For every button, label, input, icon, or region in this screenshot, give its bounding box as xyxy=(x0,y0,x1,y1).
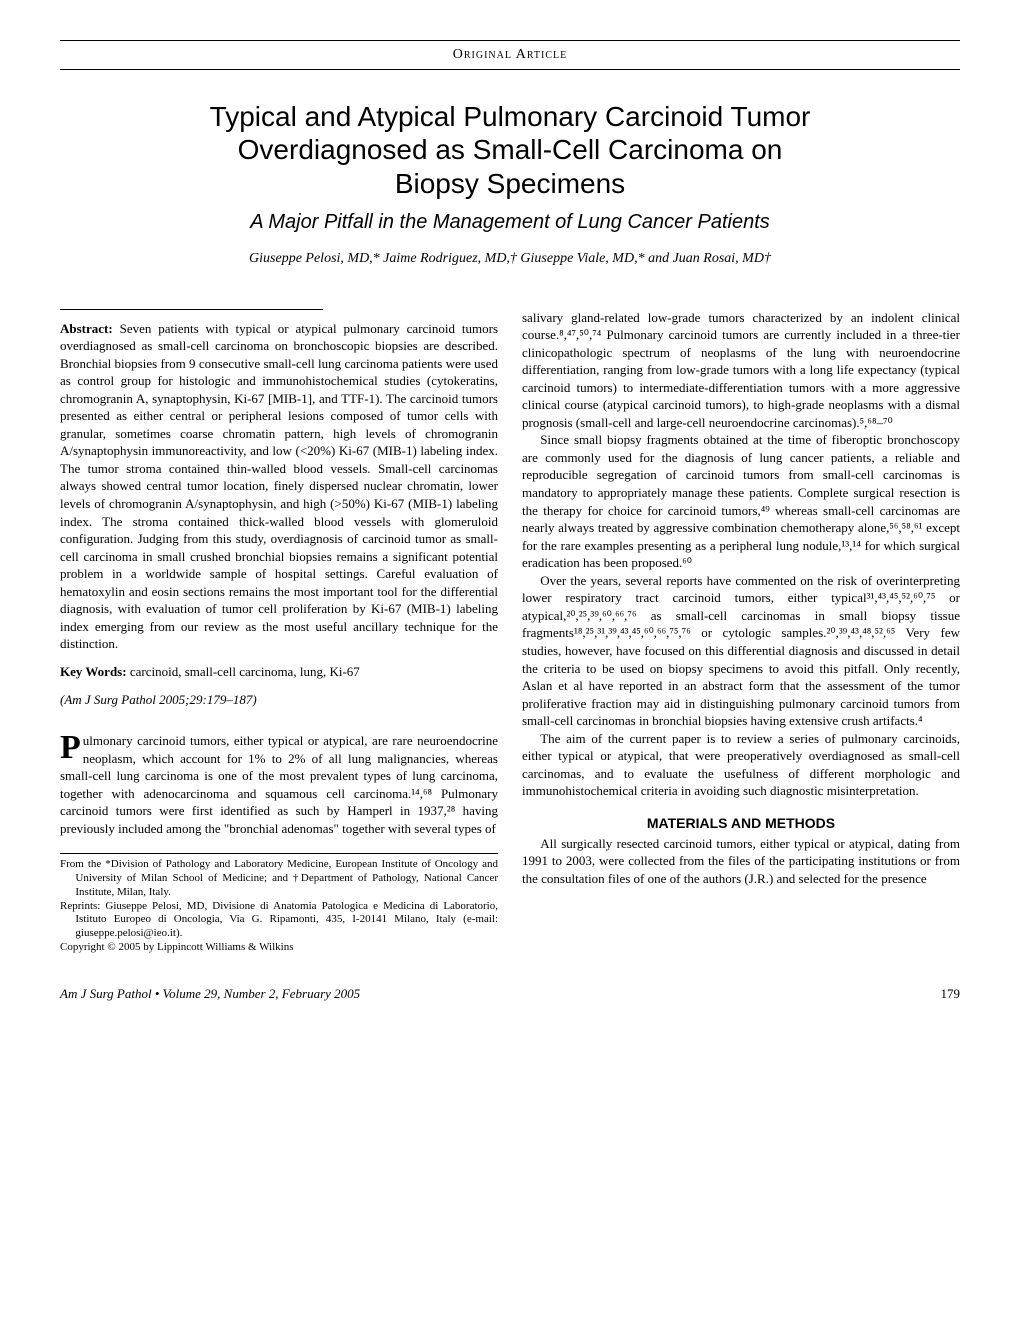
footnote-affiliation: From the *Division of Pathology and Labo… xyxy=(60,858,498,899)
left-column: Abstract: Seven patients with typical or… xyxy=(60,309,498,955)
body-paragraph-4: The aim of the current paper is to revie… xyxy=(522,730,960,800)
title-line-2: Overdiagnosed as Small-Cell Carcinoma on xyxy=(238,134,783,165)
dropcap-letter: P xyxy=(60,732,83,762)
article-title: Typical and Atypical Pulmonary Carcinoid… xyxy=(60,100,960,201)
body-paragraph-1: salivary gland-related low-grade tumors … xyxy=(522,309,960,432)
authors-line: Giuseppe Pelosi, MD,* Jaime Rodriguez, M… xyxy=(60,250,960,269)
right-column: salivary gland-related low-grade tumors … xyxy=(522,309,960,955)
methods-paragraph-1: All surgically resected carcinoid tumors… xyxy=(522,835,960,888)
footer-page-number: 179 xyxy=(941,985,961,1003)
citation-line: (Am J Surg Pathol 2005;29:179–187) xyxy=(60,691,498,709)
body-paragraph-2: Since small biopsy fragments obtained at… xyxy=(522,431,960,571)
two-column-layout: Abstract: Seven patients with typical or… xyxy=(60,309,960,955)
intro-paragraph: P ulmonary carcinoid tumors, either typi… xyxy=(60,732,498,837)
footnote-copyright: Copyright © 2005 by Lippincott Williams … xyxy=(60,941,498,955)
keywords-label: Key Words: xyxy=(60,664,127,679)
article-type-label: Original Article xyxy=(453,47,567,62)
title-line-1: Typical and Atypical Pulmonary Carcinoid… xyxy=(210,101,811,132)
footnote-block: From the *Division of Pathology and Labo… xyxy=(60,858,498,954)
intro-text: ulmonary carcinoid tumors, either typica… xyxy=(60,733,498,836)
abstract-rule xyxy=(60,309,323,310)
footnote-reprints: Reprints: Giuseppe Pelosi, MD, Divisione… xyxy=(60,900,498,941)
abstract-label: Abstract: xyxy=(60,321,113,336)
section-heading-materials: MATERIALS AND METHODS xyxy=(522,814,960,833)
keywords-block: Key Words: carcinoid, small-cell carcino… xyxy=(60,663,498,681)
page-footer: Am J Surg Pathol • Volume 29, Number 2, … xyxy=(60,985,960,1003)
footnote-rule xyxy=(60,853,498,854)
keywords-text: carcinoid, small-cell carcinoma, lung, K… xyxy=(130,664,360,679)
abstract-block: Abstract: Seven patients with typical or… xyxy=(60,320,498,653)
abstract-text: Seven patients with typical or atypical … xyxy=(60,321,498,652)
article-subtitle: A Major Pitfall in the Management of Lun… xyxy=(60,209,960,236)
article-type-header: Original Article xyxy=(60,40,960,70)
body-paragraph-3: Over the years, several reports have com… xyxy=(522,572,960,730)
title-line-3: Biopsy Specimens xyxy=(395,168,625,199)
footer-citation: Am J Surg Pathol • Volume 29, Number 2, … xyxy=(60,985,360,1003)
